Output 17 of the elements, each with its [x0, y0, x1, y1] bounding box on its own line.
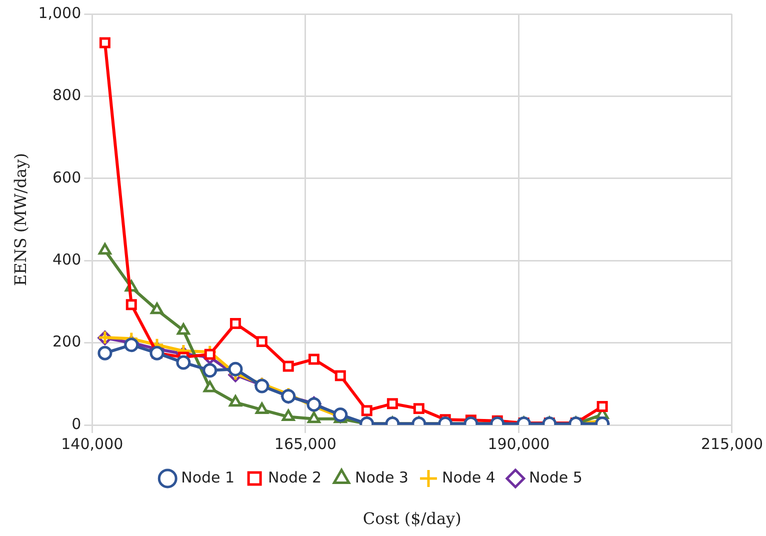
y-tick-label: 0: [72, 414, 82, 433]
y-axis-title: EENS (MW/day): [10, 153, 30, 286]
legend-label: Node 3: [355, 468, 408, 486]
y-tick-label: 1,000: [38, 4, 82, 22]
y-tick-label: 400: [52, 250, 82, 268]
legend-label: Node 4: [442, 468, 496, 486]
x-tick-label: 165,000: [274, 434, 336, 453]
legend-label: Node 1: [181, 468, 235, 486]
x-tick-label: 190,000: [488, 434, 550, 453]
y-tick-label: 800: [52, 86, 82, 104]
legend-label: Node 2: [268, 468, 322, 486]
x-tick-label: 140,000: [61, 434, 124, 453]
x-tick-label: 215,000: [700, 434, 763, 453]
legend-label: Node 5: [528, 468, 582, 486]
y-tick-label: 600: [52, 168, 82, 186]
y-tick-label: 200: [52, 332, 82, 351]
x-axis-title: Cost ($/day): [362, 509, 462, 528]
